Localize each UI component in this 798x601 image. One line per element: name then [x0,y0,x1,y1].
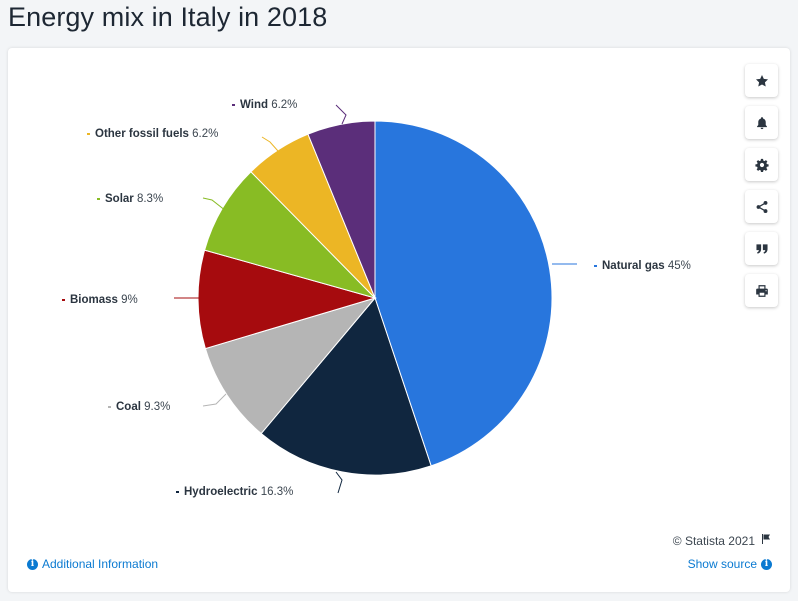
credit-text: © Statista 2021 [672,533,755,548]
cite-button[interactable] [745,232,778,265]
share-button[interactable] [745,190,778,223]
print-button[interactable] [745,274,778,307]
gear-icon [754,158,769,172]
connector-line [335,104,347,125]
favorite-button[interactable] [745,64,778,97]
connector-line [202,393,227,407]
slice-label-name: Solar [105,193,134,205]
legend-marker [594,265,597,267]
legend-marker [87,133,90,135]
connector-line [335,471,343,494]
legend-marker [176,491,179,493]
slice-label-value: 9% [118,294,138,306]
pie-slice-wind[interactable] [307,120,376,299]
show-source-link[interactable]: Show source i [688,557,772,571]
share-icon [756,200,767,213]
slice-label-name: Natural gas [602,260,665,272]
show-source-label: Show source [687,557,757,571]
info-icon: i [27,558,38,570]
notification-button[interactable] [745,106,778,139]
slice-label-name: Biomass [70,294,118,306]
legend-marker [232,104,235,106]
quote-icon [755,243,768,254]
slice-label-value: 6.2% [189,128,218,140]
flag-icon[interactable] [760,533,772,548]
pie-slice-hydroelectric[interactable] [260,296,432,476]
pie-slice-biomass[interactable] [197,249,377,350]
slice-label: Solar 8.3% [105,193,163,205]
slice-label: Coal 9.3% [116,401,170,413]
slice-label-value: 45% [665,260,691,272]
slice-label-value: 16.3% [258,486,294,498]
star-icon [755,74,768,86]
slice-label-value: 9.3% [141,401,170,413]
slice-label: Biomass 9% [70,294,138,306]
pie-slice-coal[interactable] [204,297,377,435]
slice-label-value: 8.3% [134,193,163,205]
additional-information-link[interactable]: i Additional Information [27,557,158,571]
slice-label-name: Hydroelectric [184,486,258,498]
slice-label: Natural gas 45% [602,260,691,272]
connector-line [202,197,227,212]
page-title: Energy mix in Italy in 2018 [8,2,328,32]
additional-information-label: Additional Information [42,557,159,571]
slice-label-name: Coal [116,401,141,413]
chart-toolbar [745,64,778,307]
slice-label-name: Wind [240,99,268,111]
info-icon: i [761,558,772,570]
printer-icon [755,284,768,297]
slice-label: Wind 6.2% [240,99,297,111]
legend-marker [97,198,100,200]
pie-slice-natural-gas[interactable] [374,120,553,467]
legend-marker [62,299,65,301]
connector-line [261,136,279,152]
slice-label-value: 6.2% [268,99,297,111]
legend-marker [108,406,111,408]
bell-icon [756,116,767,129]
statista-credit: © Statista 2021 [673,533,772,548]
slice-label: Other fossil fuels 6.2% [95,128,218,140]
slice-label-name: Other fossil fuels [95,128,189,140]
slice-label: Hydroelectric 16.3% [184,486,293,498]
settings-button[interactable] [745,148,778,181]
